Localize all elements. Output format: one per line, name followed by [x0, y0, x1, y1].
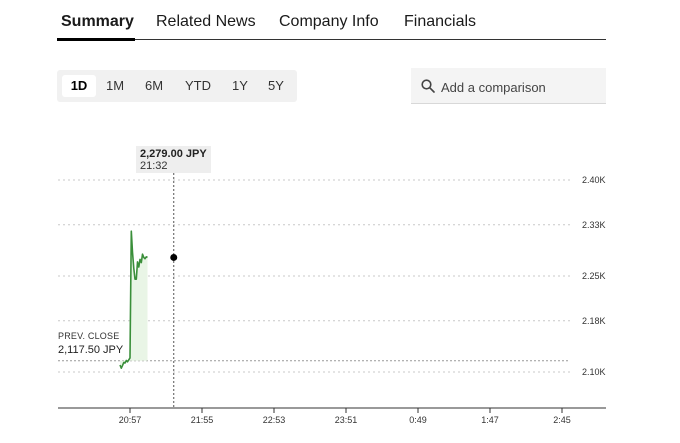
chart-cursor	[170, 173, 178, 408]
comparison-input[interactable]	[439, 76, 603, 98]
y-tick-label: 2.40K	[582, 175, 606, 185]
tooltip-price: 2,279.00 JPY	[140, 148, 207, 160]
cursor-dot	[170, 253, 178, 261]
range-1d[interactable]: 1D	[62, 75, 96, 97]
range-ytd[interactable]: YTD	[185, 78, 211, 93]
x-tick-label: 20:57	[119, 415, 142, 425]
tab-summary[interactable]: Summary	[61, 13, 134, 30]
x-axis-labels: 20:57 21:55 22:53 23:51 0:49 1:47 2:45	[119, 408, 571, 425]
range-1m[interactable]: 1M	[105, 78, 125, 93]
y-tick-label: 2.25K	[582, 271, 606, 281]
x-tick-label: 22:53	[263, 415, 286, 425]
x-tick-label: 21:55	[191, 415, 214, 425]
chart-area	[119, 230, 148, 369]
range-5y[interactable]: 5Y	[268, 78, 284, 93]
price-line	[119, 230, 148, 369]
x-tick-label: 23:51	[335, 415, 358, 425]
y-tick-label: 2.10K	[582, 367, 606, 377]
x-tick-label: 1:47	[481, 415, 499, 425]
tooltip-box	[136, 146, 211, 173]
tab-related-news[interactable]: Related News	[156, 13, 256, 30]
x-tick-label: 0:49	[409, 415, 427, 425]
y-tick-label: 2.33K	[582, 220, 606, 230]
prev-close-value: 2,117.50 JPY	[58, 344, 124, 356]
tooltip-time: 21:32	[140, 160, 168, 172]
tab-company-info[interactable]: Company Info	[279, 13, 379, 30]
search-icon	[421, 79, 435, 93]
x-tick-label: 2:45	[553, 415, 571, 425]
range-6m[interactable]: 6M	[144, 78, 164, 93]
range-1y[interactable]: 1Y	[232, 78, 248, 93]
price-area-fill	[120, 231, 148, 369]
active-tab-indicator	[57, 38, 135, 41]
y-axis-labels: 2.40K 2.33K 2.25K 2.18K 2.10K	[582, 175, 606, 377]
y-tick-label: 2.18K	[582, 316, 606, 326]
range-selector: 1D 1M 6M YTD 1Y 5Y	[57, 70, 297, 102]
tab-financials[interactable]: Financials	[404, 13, 477, 30]
tab-bar: Summary Related News Company Info Financ…	[57, 0, 606, 41]
comparison-search[interactable]	[411, 68, 606, 104]
prev-close-label: PREV. CLOSE	[58, 331, 120, 341]
